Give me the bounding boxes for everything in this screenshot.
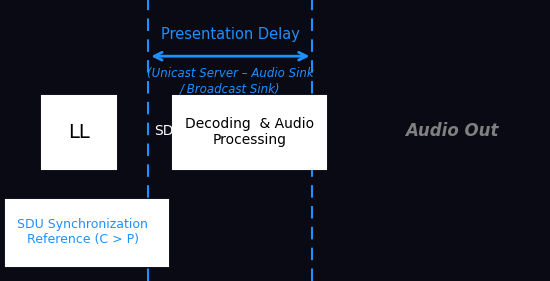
Bar	[7, 200, 168, 266]
Bar	[173, 96, 326, 169]
Text: Audio Out: Audio Out	[405, 122, 498, 140]
Text: (Unicast Server – Audio Sink
/ Broadcast Sink): (Unicast Server – Audio Sink / Broadcast…	[147, 67, 314, 96]
Text: LL: LL	[68, 123, 90, 142]
Text: Decoding  & Audio
Processing: Decoding & Audio Processing	[185, 117, 314, 147]
Text: SDU: SDU	[154, 124, 184, 138]
Bar	[42, 96, 116, 169]
Text: SDU Synchronization
Reference (C > P): SDU Synchronization Reference (C > P)	[18, 218, 148, 246]
Text: Presentation Delay: Presentation Delay	[161, 27, 300, 42]
